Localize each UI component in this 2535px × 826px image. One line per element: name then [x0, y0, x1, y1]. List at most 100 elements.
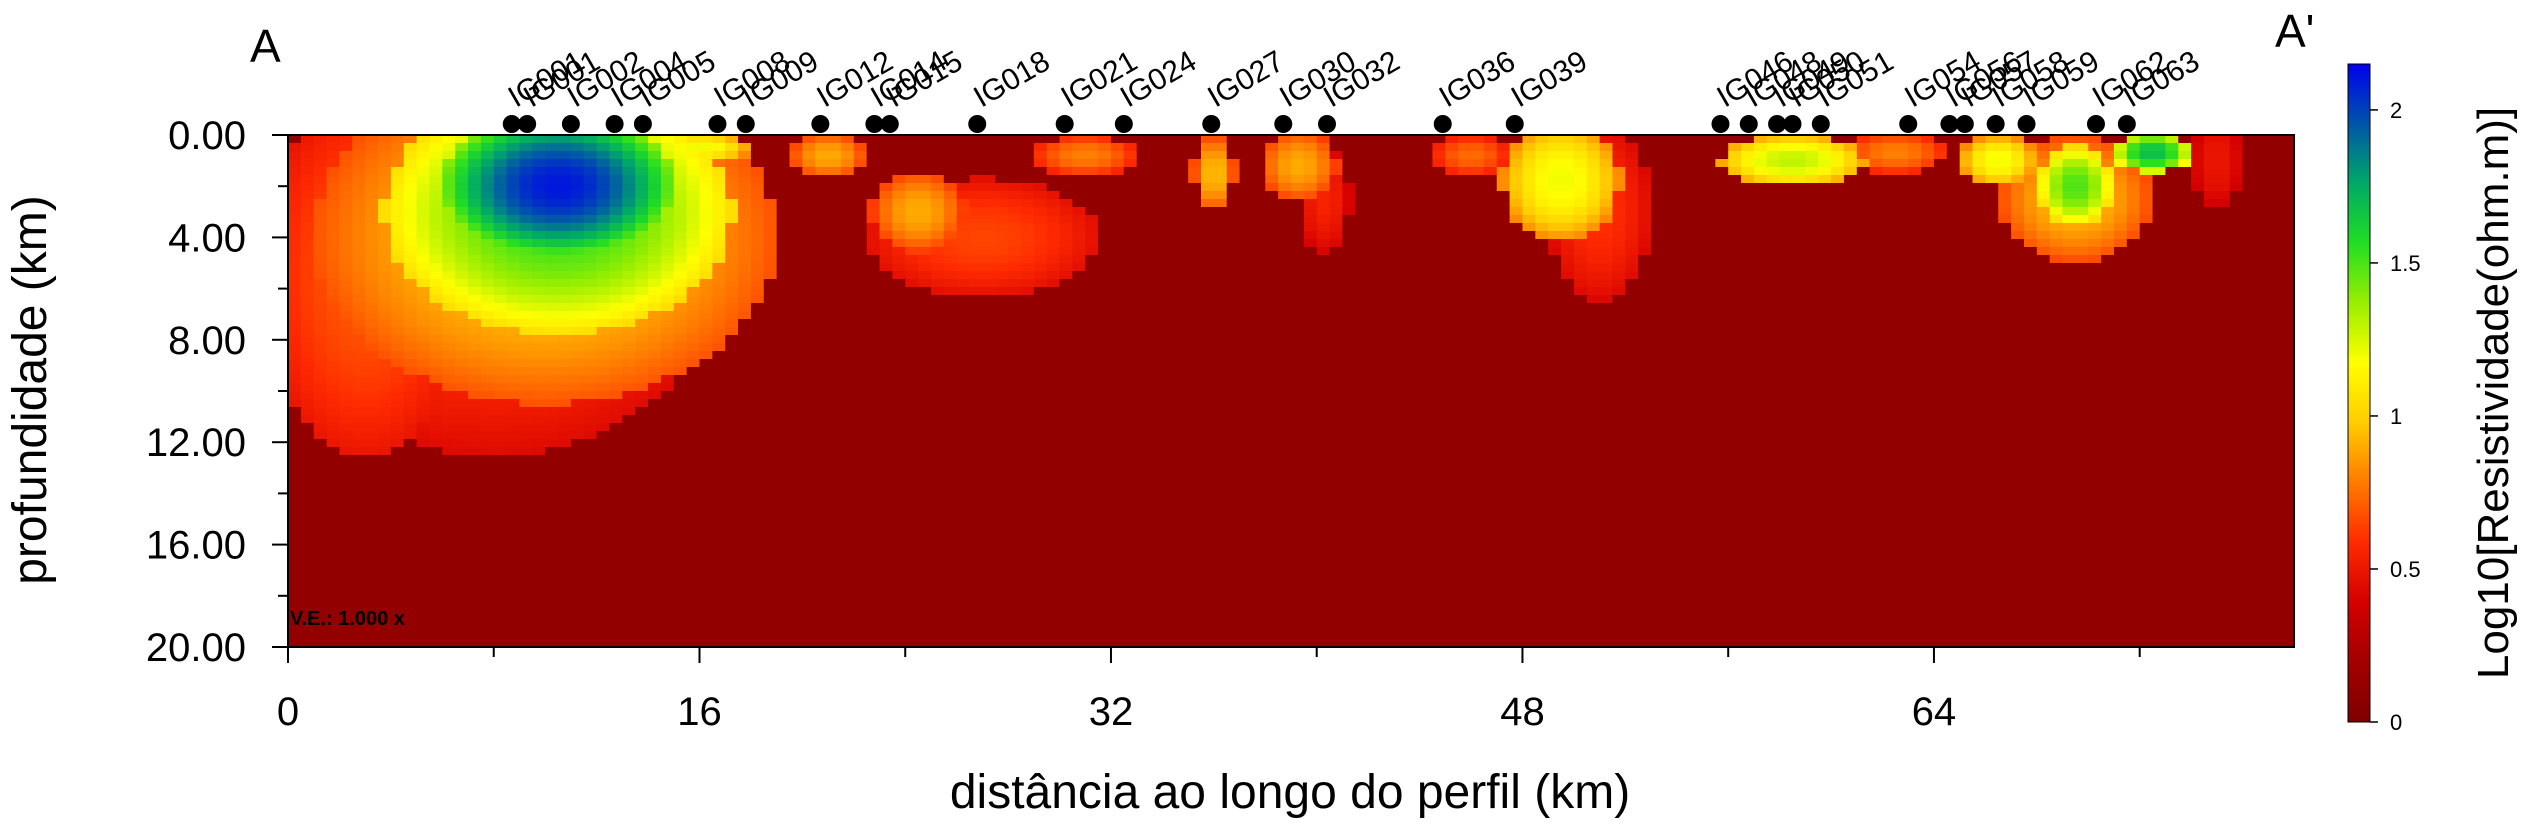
heatmap-cell [1188, 191, 1202, 200]
heatmap-cell [1136, 255, 1151, 264]
heatmap-cell [1612, 215, 1626, 224]
heatmap-cell [725, 359, 739, 368]
heatmap-cell [930, 367, 945, 376]
heatmap-cell [1381, 287, 1395, 296]
heatmap-cell [1175, 263, 1189, 272]
heatmap-cell [1213, 383, 1228, 392]
heatmap-cell [1355, 207, 1369, 216]
heatmap-cell [583, 327, 598, 336]
heatmap-cell [1998, 183, 2012, 192]
heatmap-cell [2281, 215, 2294, 224]
heatmap-cell [1843, 327, 1858, 336]
heatmap-cell [1020, 271, 1035, 280]
heatmap-cell [545, 167, 559, 176]
heatmap-cell [815, 151, 829, 160]
heatmap-cell [1303, 311, 1318, 320]
heatmap-cell [1368, 319, 1382, 328]
heatmap-cell [570, 215, 585, 224]
heatmap-cell [1573, 247, 1588, 256]
heatmap-cell [776, 359, 791, 368]
heatmap-cell [763, 271, 778, 280]
heatmap-cell [648, 135, 662, 144]
heatmap-cell [1265, 263, 1279, 272]
heatmap-cell [1252, 271, 1266, 280]
heatmap-cell [879, 343, 893, 352]
heatmap-cell [558, 143, 572, 152]
heatmap-cell [866, 271, 881, 280]
heatmap-cell [1432, 271, 1446, 280]
heatmap-cell [699, 255, 713, 264]
heatmap-cell [699, 359, 713, 368]
heatmap-cell [853, 287, 868, 296]
heatmap-cell [2101, 311, 2115, 320]
heatmap-cell [1779, 199, 1794, 208]
heatmap-cell [1458, 263, 1472, 272]
heatmap-cell [1316, 191, 1331, 200]
heatmap-cell [2101, 239, 2115, 248]
heatmap-cell [763, 143, 778, 152]
heatmap-cell [2178, 215, 2192, 224]
heatmap-cell [1663, 143, 1678, 152]
heatmap-cell [2229, 255, 2244, 264]
heatmap-cell [1625, 223, 1639, 232]
heatmap-cell [596, 271, 611, 280]
heatmap-cell [802, 263, 816, 272]
heatmap-cell [506, 231, 521, 240]
heatmap-cell [1316, 375, 1331, 384]
heatmap-cell [1831, 295, 1845, 304]
heatmap-cell [1933, 255, 1948, 264]
heatmap-cell [1728, 231, 1742, 240]
heatmap-cell [969, 367, 983, 376]
heatmap-cell [776, 375, 791, 384]
heatmap-cell [1843, 303, 1858, 312]
heatmap-cell [583, 311, 598, 320]
heatmap-cell [583, 167, 598, 176]
heatmap-cell [1278, 311, 1292, 320]
heatmap-cell [1393, 151, 1408, 160]
heatmap-cell [1573, 375, 1588, 384]
heatmap-cell [1933, 183, 1948, 192]
heatmap-cell [1252, 215, 1266, 224]
heatmap-cell [1548, 247, 1562, 256]
heatmap-cell [1406, 295, 1421, 304]
resistivity-heatmap [288, 135, 2294, 647]
heatmap-cell [390, 327, 405, 336]
heatmap-cell [879, 191, 893, 200]
heatmap-cell [378, 239, 392, 248]
heatmap-cell [969, 375, 983, 384]
heatmap-cell [2229, 215, 2244, 224]
heatmap-cell [995, 215, 1009, 224]
heatmap-cell [493, 239, 508, 248]
heatmap-cell [1882, 351, 1896, 360]
heatmap-cell [1959, 223, 1974, 232]
heatmap-cell [1933, 223, 1948, 232]
heatmap-cell [2216, 383, 2231, 392]
heatmap-cell [1586, 343, 1601, 352]
heatmap-cell [738, 351, 752, 360]
heatmap-cell [1110, 159, 1125, 168]
heatmap-cell [1843, 167, 1858, 176]
heatmap-cell [802, 215, 816, 224]
heatmap-cell [1753, 343, 1768, 352]
heatmap-cell [1368, 191, 1382, 200]
heatmap-cell [390, 199, 405, 208]
heatmap-cell [480, 359, 495, 368]
heatmap-cell [1779, 375, 1794, 384]
heatmap-cell [1342, 167, 1356, 176]
heatmap-cell [1149, 223, 1164, 232]
heatmap-cell [1856, 247, 1871, 256]
heatmap-cell [660, 343, 675, 352]
heatmap-cell [1831, 359, 1845, 368]
heatmap-cell [1445, 159, 1459, 168]
heatmap-cell [1766, 255, 1781, 264]
heatmap-cell [352, 215, 366, 224]
heatmap-cell [519, 135, 533, 144]
heatmap-cell [1561, 143, 1575, 152]
heatmap-cell [1818, 255, 1832, 264]
heatmap-cell [1921, 295, 1935, 304]
heatmap-cell [1535, 295, 1549, 304]
heatmap-cell [2229, 231, 2244, 240]
heatmap-cell [1303, 335, 1318, 344]
heatmap-cell [1020, 135, 1035, 144]
heatmap-cell [390, 207, 405, 216]
